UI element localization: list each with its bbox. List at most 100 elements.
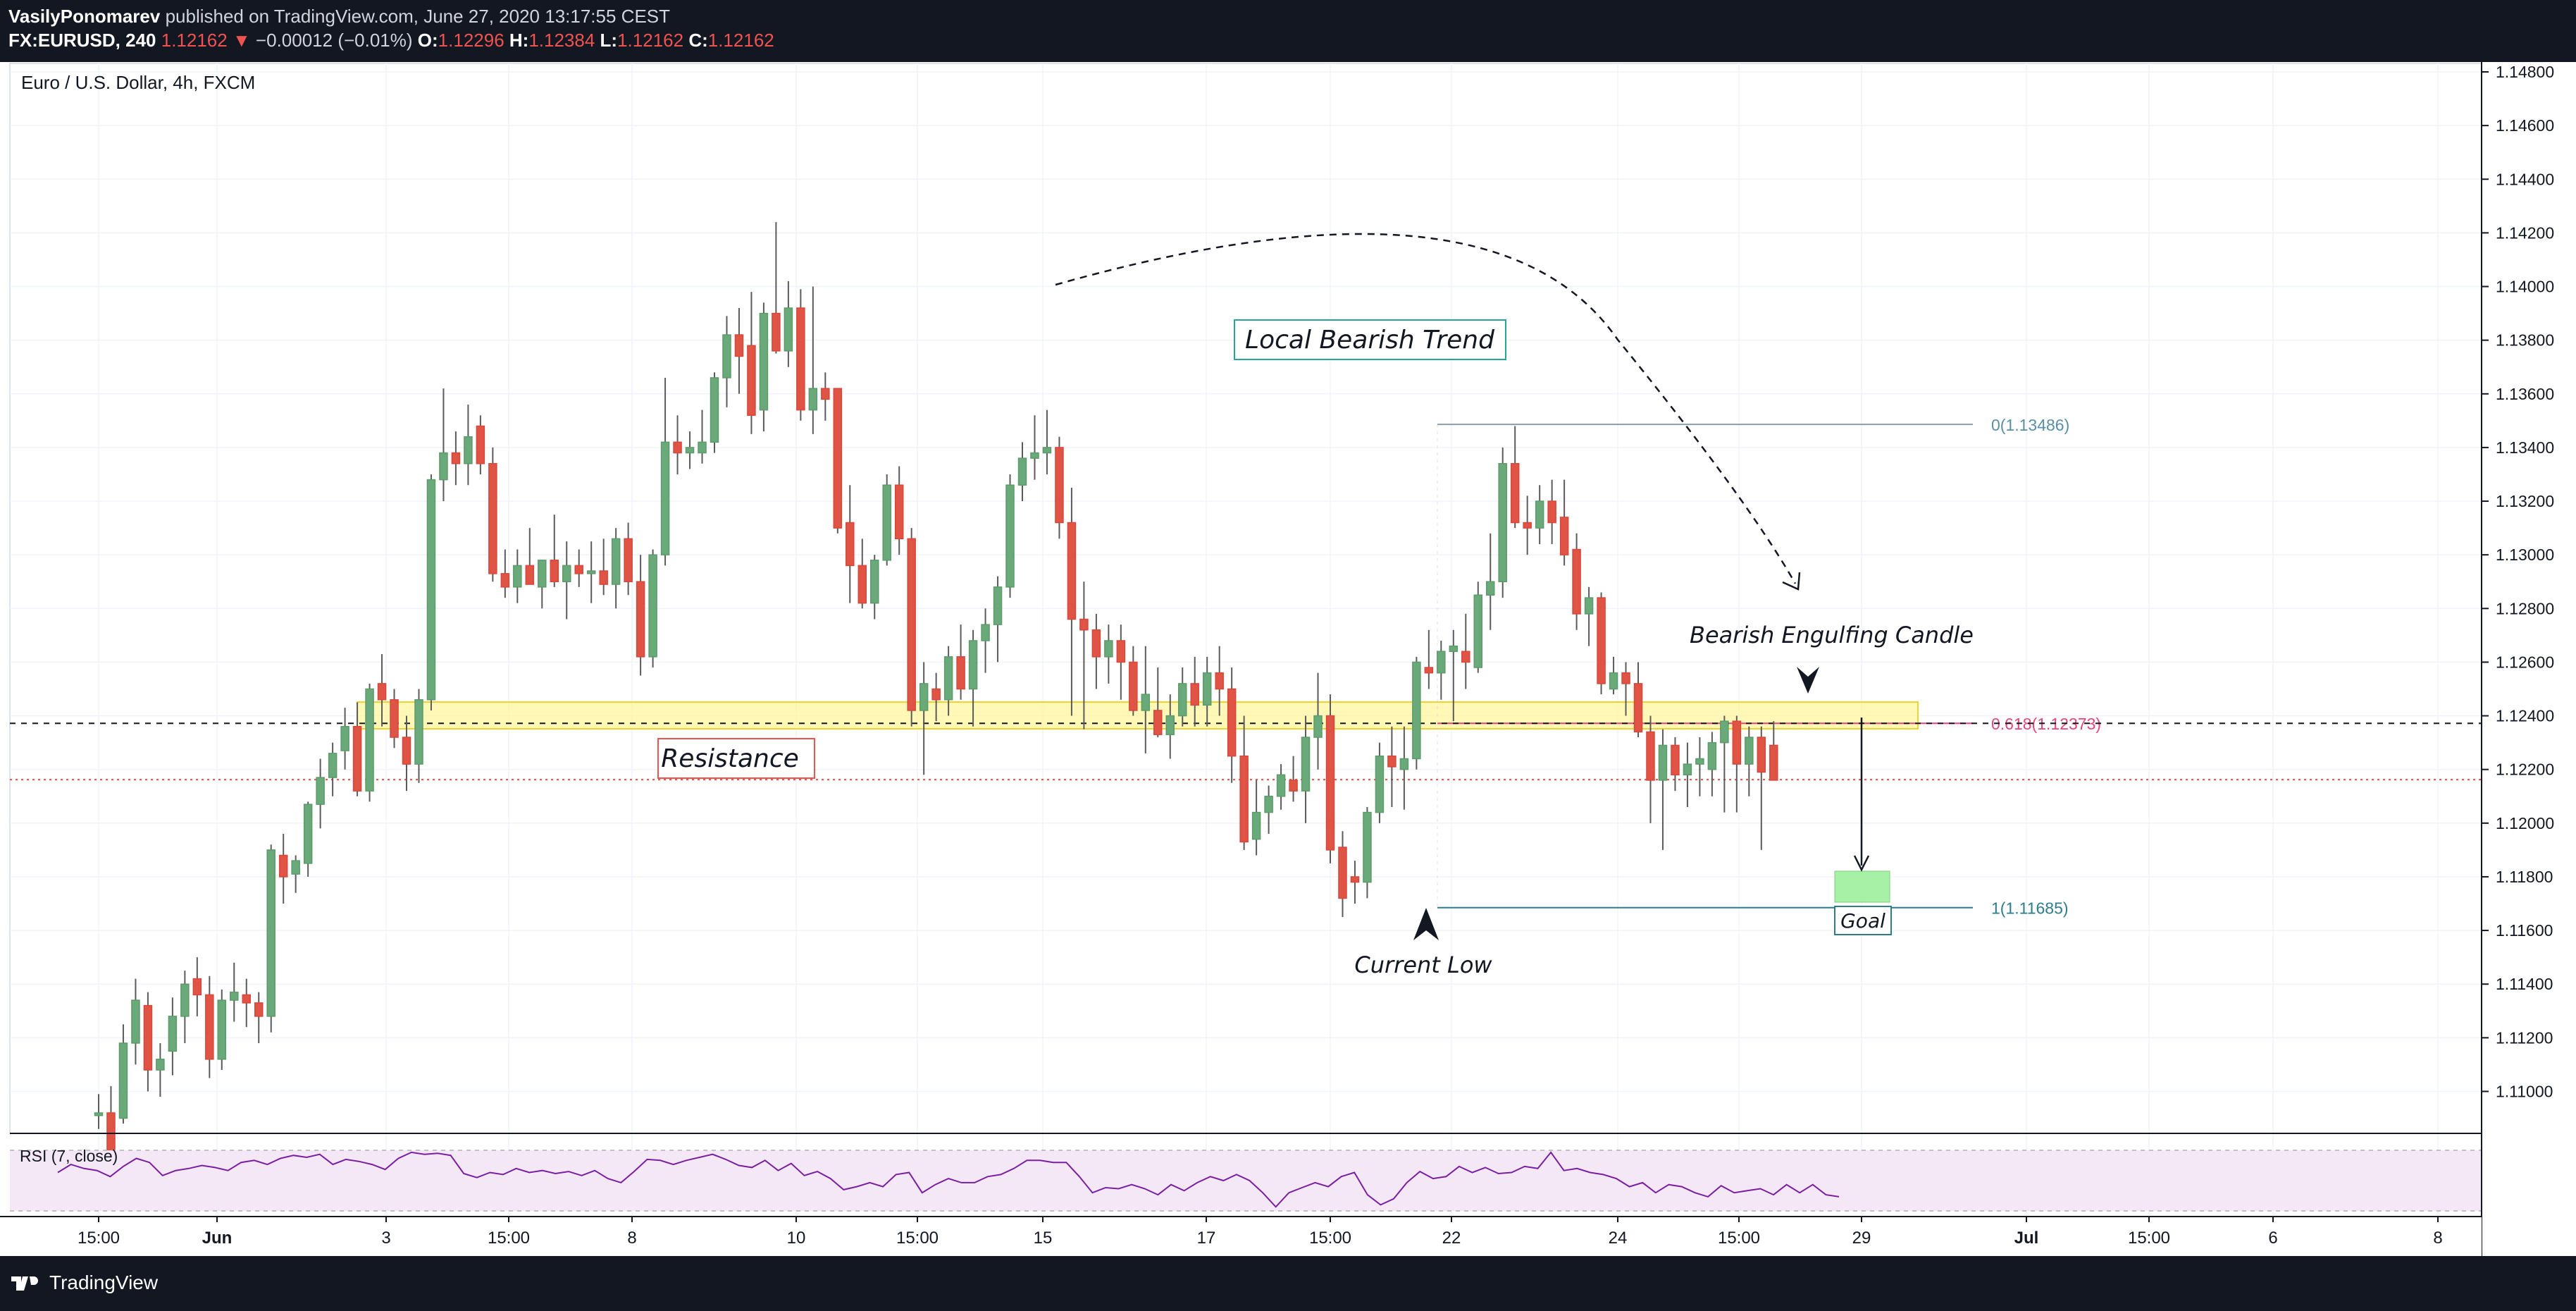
price-axis[interactable]: 1.14800 1.14600 1.14400 1.14200 1.14000 1.138… xyxy=(2481,62,2576,1256)
candle-body xyxy=(1375,755,1385,813)
candle-body xyxy=(734,334,744,357)
chart-canvas[interactable]: 0(1.13486)0.618(1.12373)1(1.11685) 1.123… xyxy=(0,62,2576,1256)
trend-label-box xyxy=(1234,319,1506,360)
candle-body xyxy=(574,565,583,574)
price-axis-bg xyxy=(2482,62,2576,1256)
time-tick-label: 22 xyxy=(1442,1229,1461,1248)
annotations: Euro / U.S. Dollar, 4h, FXCM Resistance Lo… xyxy=(21,72,1974,978)
candle-body xyxy=(747,345,756,416)
price-tick-label: 1.13200 xyxy=(2496,492,2554,510)
candle-body xyxy=(303,804,313,864)
price-tick-label: 1.12600 xyxy=(2496,653,2554,671)
candle-body xyxy=(673,441,682,454)
time-tick-label: 15:00 xyxy=(896,1229,939,1248)
candle-body xyxy=(1042,447,1052,454)
current-low-arrow-icon xyxy=(1413,908,1439,940)
candle-body xyxy=(722,334,731,378)
rsi-line xyxy=(57,1151,1840,1208)
candle-body xyxy=(1091,629,1101,658)
time-tick-label: 24 xyxy=(1609,1229,1628,1248)
candle-body xyxy=(857,565,867,604)
trend-label: Local Bearish Trend xyxy=(1245,326,1495,355)
candle-body xyxy=(352,726,362,792)
candle-body xyxy=(118,1042,128,1119)
candle-body xyxy=(1720,720,1729,744)
candle-body xyxy=(931,688,941,701)
candle-body xyxy=(611,538,621,585)
candle-body xyxy=(377,683,387,701)
candle-body xyxy=(586,570,596,574)
candle-body xyxy=(230,991,239,1001)
candle-body xyxy=(1264,796,1273,813)
price-tick-label: 1.11600 xyxy=(2496,921,2553,940)
candle-body xyxy=(390,698,399,738)
candle-body xyxy=(1523,522,1532,529)
open-value: 1.12296 xyxy=(438,30,504,51)
time-tick-label: 8 xyxy=(2433,1229,2442,1248)
price-tick-label: 1.14600 xyxy=(2496,116,2554,135)
candle-body xyxy=(254,1002,264,1017)
candle-body xyxy=(660,441,670,555)
author-name[interactable]: VasilyPonomarev xyxy=(8,6,161,27)
brand-name: TradingView xyxy=(49,1272,159,1293)
price-tick-label: 1.12400 xyxy=(2496,707,2554,725)
candle-body xyxy=(316,777,325,805)
goal-box[interactable] xyxy=(1834,870,1890,903)
price-tick-label: 1.11400 xyxy=(2496,975,2553,993)
candle-body xyxy=(1473,594,1483,668)
fib-618-label: 0.618(1.12373) xyxy=(1991,715,2101,733)
price-tick-label: 1.11200 xyxy=(2496,1028,2553,1047)
candle-body xyxy=(1350,876,1360,883)
price-tick-label: 1.13000 xyxy=(2496,546,2554,564)
candle-body xyxy=(143,1004,153,1071)
price-tick-label: 1.13800 xyxy=(2496,331,2554,350)
time-tick-label: 17 xyxy=(1197,1229,1216,1248)
candle-body xyxy=(599,570,608,585)
candle-body xyxy=(1535,500,1544,529)
candle-body xyxy=(192,978,202,996)
chart-title: Euro / U.S. Dollar, 4h, FXCM xyxy=(21,72,255,93)
engulfing-arrow-icon xyxy=(1797,667,1819,694)
candle-body xyxy=(464,436,473,464)
symbol-label[interactable]: FX:EURUSD, 240 xyxy=(8,30,156,51)
candle-body xyxy=(242,994,252,1004)
candle-body xyxy=(759,312,769,411)
candle-body xyxy=(94,1112,104,1116)
candle-body xyxy=(1769,744,1778,781)
candle-body xyxy=(1165,715,1175,735)
candle-body xyxy=(784,307,793,352)
candle-body xyxy=(340,726,349,751)
candle-body xyxy=(1683,763,1692,776)
candle-body xyxy=(550,560,559,582)
candle-body xyxy=(1017,457,1027,486)
candle-body xyxy=(1745,737,1754,765)
time-tick-label: 15 xyxy=(1034,1229,1053,1248)
candle-body xyxy=(869,560,879,604)
publish-info: VasilyPonomarev published on TradingView… xyxy=(8,6,670,27)
candle-body xyxy=(1116,640,1126,663)
candle-body xyxy=(562,565,571,582)
candle-body xyxy=(624,538,633,582)
candle-body xyxy=(1485,581,1495,596)
close-value: 1.12162 xyxy=(707,30,774,51)
time-tick-label: Jun xyxy=(202,1229,233,1248)
candle-body xyxy=(808,388,818,411)
candle-body xyxy=(1301,737,1311,792)
goal-arrowhead xyxy=(1853,855,1870,872)
time-axis-bg xyxy=(0,1217,2482,1256)
candle-body xyxy=(1621,672,1630,684)
candle-body xyxy=(1757,737,1766,773)
candle-body xyxy=(217,999,227,1060)
price-tick-label: 1.13600 xyxy=(2496,385,2554,403)
price-tick-label: 1.14400 xyxy=(2496,170,2554,188)
time-tick-label: 15:00 xyxy=(488,1229,530,1248)
tradingview-logo[interactable]: TradingView xyxy=(10,1272,158,1294)
candle-body xyxy=(1104,640,1113,658)
candle-body xyxy=(1461,651,1470,663)
candle-body xyxy=(894,484,904,540)
candle-body xyxy=(1671,744,1680,776)
time-axis[interactable]: 15:00 Jun 3 15:00 8 10 15:00 15 17 15:00 22 24 15:00… xyxy=(0,1216,2482,1256)
chart-footer: TradingView xyxy=(0,1256,2576,1311)
candle-body xyxy=(538,560,547,588)
candle-body xyxy=(1055,447,1064,524)
